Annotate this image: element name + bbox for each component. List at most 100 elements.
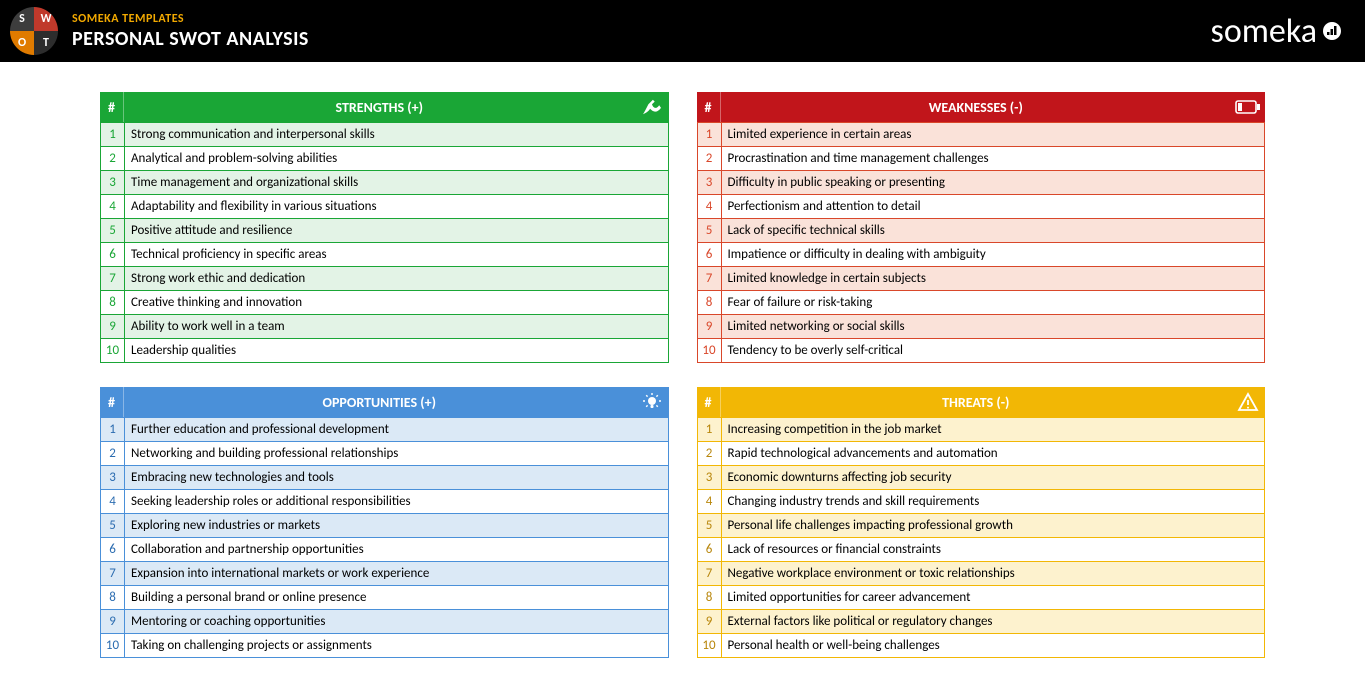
row-text: Fear of failure or risk-taking [722,291,1265,314]
row-number: 8 [698,291,722,314]
table-row: 3Economic downturns affecting job securi… [698,465,1265,489]
row-number: 9 [698,315,722,338]
row-number: 4 [698,490,722,513]
row-text: Limited knowledge in certain subjects [722,267,1265,290]
hash-symbol: # [100,92,124,122]
table-row: 6Collaboration and partnership opportuni… [101,537,668,561]
table-row: 5Positive attitude and resilience [101,218,668,242]
row-number: 5 [101,219,125,242]
row-text: Positive attitude and resilience [125,219,668,242]
row-text: Perfectionism and attention to detail [722,195,1265,218]
row-number: 4 [101,195,125,218]
row-number: 5 [698,514,722,537]
row-number: 3 [698,466,722,489]
row-number: 10 [101,634,125,657]
row-text: External factors like political or regul… [722,610,1265,633]
row-number: 4 [101,490,125,513]
row-number: 7 [698,267,722,290]
opportunities-label: OPPORTUNITIES (+) [124,394,635,411]
row-text: Tendency to be overly self-critical [722,339,1265,362]
row-number: 1 [698,123,722,146]
row-text: Mentoring or coaching opportunities [125,610,668,633]
row-text: Personal health or well-being challenges [722,634,1265,657]
row-number: 9 [101,610,125,633]
table-row: 8Creative thinking and innovation [101,290,668,314]
row-text: Strong work ethic and dedication [125,267,668,290]
row-number: 5 [101,514,125,537]
brand-text: someka [1211,11,1317,52]
row-number: 10 [101,339,125,362]
table-row: 8Limited opportunities for career advanc… [698,585,1265,609]
header-subtitle: SOMEKA TEMPLATES [72,11,309,28]
weaknesses-panel: #WEAKNESSES (-)1Limited experience in ce… [697,92,1266,363]
table-row: 9Limited networking or social skills [698,314,1265,338]
row-text: Further education and professional devel… [125,418,668,441]
row-number: 2 [698,147,722,170]
table-row: 5Lack of specific technical skills [698,218,1265,242]
table-row: 2Analytical and problem-solving abilitie… [101,146,668,170]
row-number: 1 [698,418,722,441]
row-text: Impatience or difficulty in dealing with… [722,243,1265,266]
row-text: Limited networking or social skills [722,315,1265,338]
row-number: 2 [101,442,125,465]
row-text: Strong communication and interpersonal s… [125,123,668,146]
row-text: Leadership qualities [125,339,668,362]
row-text: Exploring new industries or markets [125,514,668,537]
row-text: Lack of resources or financial constrain… [722,538,1265,561]
table-row: 1Increasing competition in the job marke… [698,417,1265,441]
row-text: Analytical and problem-solving abilities [125,147,668,170]
header-title: PERSONAL SWOT ANALYSIS [72,27,309,51]
opportunities-panel: #OPPORTUNITIES (+)1Further education and… [100,387,669,658]
table-row: 4Seeking leadership roles or additional … [101,489,668,513]
row-number: 7 [698,562,722,585]
row-text: Adaptability and flexibility in various … [125,195,668,218]
row-text: Expansion into international markets or … [125,562,668,585]
row-number: 9 [101,315,125,338]
table-row: 6Impatience or difficulty in dealing wit… [698,242,1265,266]
row-text: Collaboration and partnership opportunit… [125,538,668,561]
table-row: 10Personal health or well-being challeng… [698,633,1265,657]
row-text: Changing industry trends and skill requi… [722,490,1265,513]
brand-logo: someka [1211,11,1345,52]
threats-panel: #THREATS (-)1Increasing competition in t… [697,387,1266,658]
table-row: 6Technical proficiency in specific areas [101,242,668,266]
row-text: Procrastination and time management chal… [722,147,1265,170]
opportunities-header: #OPPORTUNITIES (+) [100,387,669,417]
row-text: Time management and organizational skill… [125,171,668,194]
table-row: 3Time management and organizational skil… [101,170,668,194]
table-row: 1Further education and professional deve… [101,417,668,441]
row-text: Seeking leadership roles or additional r… [125,490,668,513]
strengths-panel: #STRENGTHS (+)1Strong communication and … [100,92,669,363]
table-row: 9Ability to work well in a team [101,314,668,338]
row-text: Lack of specific technical skills [722,219,1265,242]
weaknesses-icon [1231,99,1265,115]
row-text: Rapid technological advancements and aut… [722,442,1265,465]
table-row: 3Difficulty in public speaking or presen… [698,170,1265,194]
table-row: 10Taking on challenging projects or assi… [101,633,668,657]
table-row: 4Perfectionism and attention to detail [698,194,1265,218]
row-text: Difficulty in public speaking or present… [722,171,1265,194]
table-row: 7Limited knowledge in certain subjects [698,266,1265,290]
row-number: 10 [698,339,722,362]
row-number: 8 [101,291,125,314]
swot-grid: #STRENGTHS (+) 1 Strong communication and … [0,62,1365,658]
table-row: 1Limited experience in certain areas [698,122,1265,146]
row-text: Negative workplace environment or toxic … [722,562,1265,585]
table-row: 2Networking and building professional re… [101,441,668,465]
row-number: 6 [101,538,125,561]
table-row: 8Building a personal brand or online pre… [101,585,668,609]
row-number: 2 [101,147,125,170]
top-bar: SWOT SOMEKA TEMPLATES PERSONAL SWOT ANAL… [0,0,1365,62]
weaknesses-label: WEAKNESSES (-) [721,99,1232,116]
row-text: Personal life challenges impacting profe… [722,514,1265,537]
table-row: 6Lack of resources or financial constrai… [698,537,1265,561]
strengths-label: STRENGTHS (+) [124,99,635,116]
threats-label: THREATS (-) [721,394,1232,411]
row-text: Limited opportunities for career advance… [722,586,1265,609]
opportunities-icon [635,392,669,412]
table-row: 7Negative workplace environment or toxic… [698,561,1265,585]
threats-header: #THREATS (-) [697,387,1266,417]
row-number: 8 [698,586,722,609]
row-number: 3 [101,171,125,194]
row-text: Limited experience in certain areas [722,123,1265,146]
